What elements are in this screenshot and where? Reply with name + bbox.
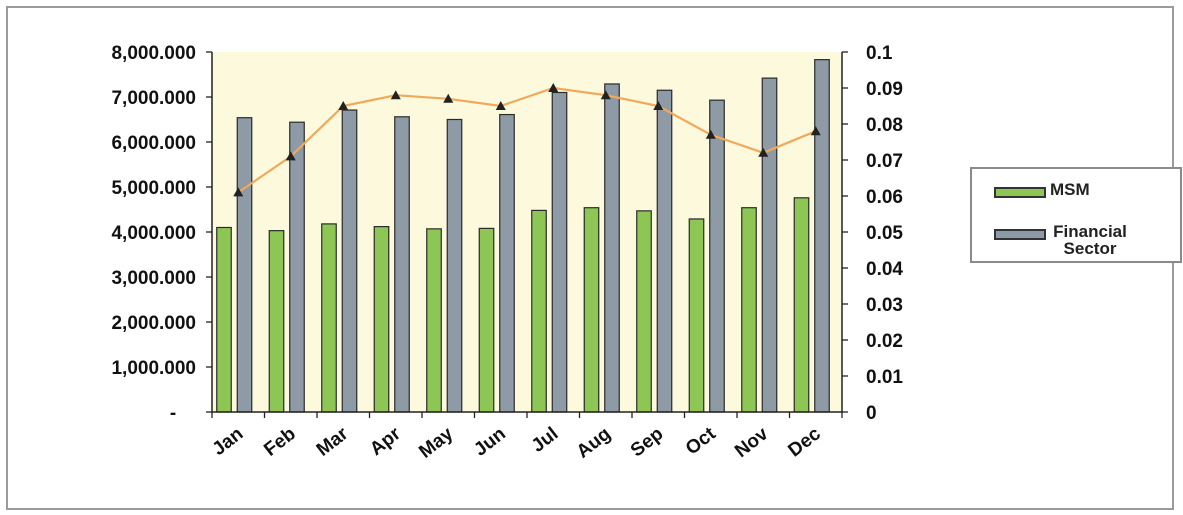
right-tick-label: 0.03 (866, 295, 903, 316)
bar-financial-sector-nov (761, 77, 778, 413)
line-marker-aug (600, 90, 611, 100)
legend-label-msm: MSM (1050, 180, 1090, 199)
bar-financial-sector-jul (551, 91, 568, 413)
legend-item-msm: MSM (994, 181, 1090, 198)
x-tick-label-oct: Oct (682, 423, 720, 459)
left-tick-label: 1,000.000 (111, 358, 196, 379)
x-tick-label-nov: Nov (731, 423, 773, 462)
bar-msm-jan (216, 226, 232, 413)
bar-msm-mar (321, 223, 337, 413)
bar-financial-sector-feb (289, 121, 305, 413)
x-tick-label-mar: Mar (313, 423, 353, 461)
x-tick-label-feb: Feb (260, 423, 300, 460)
bar-msm-nov (741, 207, 757, 413)
legend-swatch-financial-sector (994, 229, 1046, 240)
legend-label-financial-sector-line1: Financial (1053, 222, 1127, 241)
bar-financial-sector-sep (656, 89, 673, 413)
legend-label-financial-sector-line2: Sector (1063, 239, 1117, 258)
left-tick-label: 3,000.000 (111, 268, 196, 289)
left-tick-label: 7,000.000 (111, 88, 196, 109)
right-tick-label: 0 (866, 403, 877, 424)
bar-msm-dec (793, 197, 810, 413)
left-tick-label: 2,000.000 (111, 313, 196, 334)
left-tick-label: 4,000.000 (111, 223, 196, 244)
line-marker-may (443, 93, 454, 103)
legend-swatch-msm (994, 187, 1046, 198)
right-tick-label: 0.02 (866, 331, 903, 352)
line-series (237, 86, 817, 194)
right-tick-label: 0.01 (866, 367, 903, 388)
bar-financial-sector-jan (236, 117, 253, 413)
line-marker-jun (495, 101, 506, 110)
bar-msm-oct (688, 218, 705, 413)
right-tick-label: 0.06 (866, 187, 903, 208)
x-tick-label-sep: Sep (627, 423, 667, 461)
line-marker-dec (810, 126, 821, 136)
legend: MSM Financial Sector (970, 167, 1182, 263)
line-marker-jul (548, 83, 559, 92)
right-tick-label: 0.08 (866, 115, 903, 136)
left-tick-label: 6,000.000 (111, 133, 196, 154)
bar-financial-sector-dec (814, 59, 830, 413)
bar-financial-sector-jun (499, 113, 515, 413)
bar-msm-apr (373, 226, 390, 413)
bar-msm-aug (583, 207, 600, 413)
x-tick-label-jul: Jul (528, 423, 563, 456)
bar-msm-jun (478, 227, 495, 413)
right-tick-label: 0.04 (866, 259, 903, 280)
x-tick-label-apr: Apr (366, 423, 405, 460)
line-marker-nov (758, 147, 769, 157)
line-marker-jan (233, 187, 244, 197)
bar-msm-may (426, 228, 442, 413)
bar-msm-feb (268, 230, 285, 413)
left-tick-label: 8,000.000 (111, 43, 196, 64)
x-tick-label-may: May (415, 423, 457, 463)
bar-msm-jul (531, 209, 547, 413)
left-tick-label: - (170, 403, 176, 424)
line-marker-oct (705, 129, 716, 139)
line-marker-feb (285, 151, 296, 161)
x-tick-label-jun: Jun (470, 423, 510, 460)
right-tick-label: 0.07 (866, 151, 903, 172)
bar-financial-sector-oct (709, 99, 725, 413)
line-marker-sep (653, 101, 664, 110)
line-marker-apr (390, 90, 401, 100)
line-marker-mar (338, 101, 349, 110)
left-tick-label: 5,000.000 (111, 178, 196, 199)
right-tick-label: 0.1 (866, 43, 893, 64)
right-tick-label: 0.05 (866, 223, 903, 244)
bar-financial-sector-aug (604, 83, 620, 413)
right-tick-label: 0.09 (866, 79, 903, 100)
x-tick-label-aug: Aug (573, 423, 615, 462)
bar-msm-sep (636, 210, 652, 413)
x-tick-label-jan: Jan (209, 423, 248, 460)
legend-item-financial-sector: Financial Sector (994, 223, 1130, 257)
bar-financial-sector-apr (394, 116, 410, 413)
plot-area (212, 52, 842, 412)
bar-financial-sector-may (446, 118, 463, 413)
x-tick-label-dec: Dec (784, 423, 825, 461)
bar-financial-sector-mar (341, 109, 358, 413)
legend-label-financial-sector: Financial Sector (1050, 223, 1130, 257)
